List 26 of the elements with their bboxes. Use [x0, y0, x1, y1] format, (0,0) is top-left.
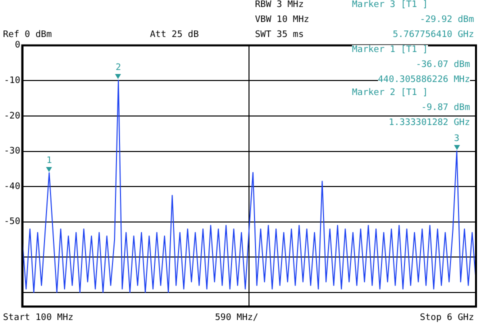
y-tick-label: -50 — [4, 217, 20, 228]
text: SWT 35 ms — [255, 30, 304, 41]
annotation: Marker 2 [T1 ] — [352, 88, 428, 99]
text: RBW 3 MHz — [255, 0, 304, 11]
text: 5.767756410 GHz — [392, 30, 474, 41]
y-tick-label: 0 — [14, 40, 20, 51]
text: -29.92 dBm — [420, 15, 474, 26]
text: Ref 0 dBm — [3, 30, 52, 40]
annotation: Marker 1 [T1 ] — [352, 45, 428, 56]
y-tick-label: -40 — [4, 182, 20, 192]
text: Marker 3 [T1 ] — [352, 0, 428, 11]
annotation: -9.87 dBm — [421, 103, 470, 114]
annotation: 2 — [114, 63, 122, 74]
annotation: 3 — [453, 134, 460, 144]
annotation: 1 — [45, 156, 53, 166]
y-tick-label: -10 — [4, 76, 20, 86]
annotation: 1.333301282 GHz — [388, 118, 470, 129]
text: Stop 6 GHz — [420, 313, 474, 324]
y-tick-label: -30 — [4, 146, 20, 157]
y-tick-label: -20 — [4, 111, 20, 122]
text: VBW 10 MHz — [255, 15, 310, 26]
text: Att 25 dB — [150, 30, 199, 41]
text: Start 100 MHz — [3, 313, 74, 324]
annotation: -36.07 dBm — [416, 60, 470, 71]
text: 590 MHz/ — [215, 313, 258, 324]
annotation: 440.305886226 MHz — [378, 75, 470, 86]
